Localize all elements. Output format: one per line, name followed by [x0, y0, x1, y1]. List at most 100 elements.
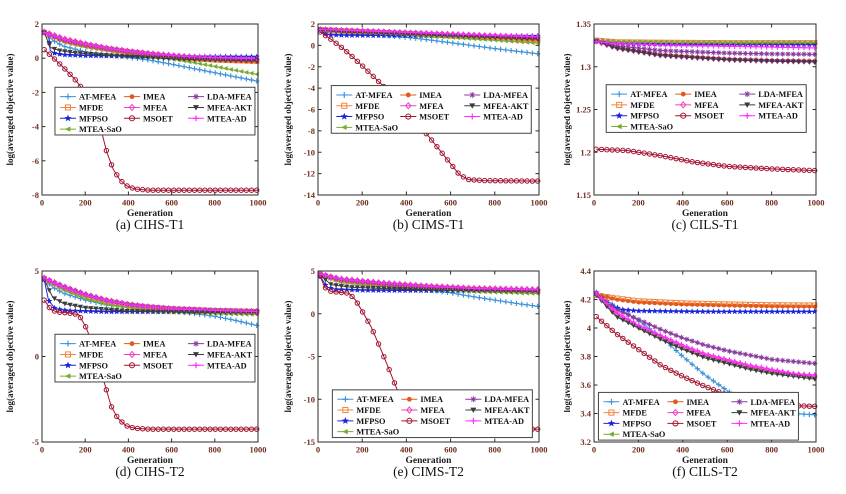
- circle-open-marker: [150, 187, 156, 193]
- circle-open-marker: [139, 186, 146, 193]
- star-marker: [46, 39, 53, 46]
- x-tick-label: 1000: [531, 445, 548, 455]
- y-tick-label: -10: [304, 147, 315, 157]
- x-tick-label: 200: [632, 198, 645, 208]
- x-tick-label: 600: [165, 445, 178, 455]
- legend-label: AT-MFEA: [356, 395, 393, 404]
- circle-open-marker: [202, 187, 208, 193]
- triangle-down-marker: [758, 58, 764, 64]
- triangle-down-marker: [806, 376, 812, 382]
- plus-marker: [248, 308, 255, 314]
- plus-marker: [636, 41, 642, 47]
- plus-marker: [598, 39, 605, 45]
- circle-filled-marker: [743, 303, 748, 308]
- plus-marker: [402, 282, 408, 288]
- triangle-down-marker: [57, 299, 63, 304]
- plus-marker: [192, 115, 199, 122]
- plus-marker: [62, 43, 68, 50]
- plus-marker: [673, 339, 679, 345]
- circle-open-marker: [405, 113, 412, 120]
- plus-marker: [657, 42, 663, 48]
- triangle-left-marker: [758, 40, 764, 45]
- circle-open-marker: [328, 288, 334, 294]
- star-marker: [699, 308, 706, 315]
- plus-marker: [609, 40, 615, 46]
- x-tick-label: 0: [316, 445, 320, 455]
- triangle-left-marker: [202, 62, 207, 67]
- triangle-down-marker: [114, 53, 120, 59]
- circle-open-marker: [253, 426, 260, 432]
- series-group: [593, 37, 818, 174]
- plus-marker: [716, 43, 722, 49]
- star-marker: [811, 308, 818, 315]
- star-marker: [726, 308, 733, 315]
- triangle-left-marker: [753, 40, 759, 45]
- plus-marker: [492, 286, 498, 292]
- triangle-down-marker: [625, 48, 631, 53]
- asterisk-marker: [748, 352, 754, 358]
- circle-open-marker: [72, 311, 78, 317]
- legend-label: MTEA-AD: [207, 114, 247, 123]
- triangle-left-marker: [726, 40, 732, 45]
- star-marker: [646, 307, 653, 314]
- triangle-down-marker: [769, 59, 775, 64]
- circle-filled-marker: [780, 304, 785, 309]
- circle-open-marker: [150, 426, 156, 432]
- x-axis-label: Generation: [127, 209, 174, 219]
- plus-marker: [466, 293, 472, 299]
- plus-marker: [176, 63, 182, 69]
- plus-marker: [769, 44, 775, 50]
- plus-marker: [476, 43, 482, 50]
- x-tick-label: 600: [444, 445, 457, 455]
- plus-marker: [62, 291, 68, 297]
- triangle-left-marker: [641, 39, 647, 45]
- circle-open-marker: [62, 309, 68, 316]
- circle-open-marker: [806, 403, 813, 409]
- asterisk-marker: [732, 349, 738, 355]
- circle-open-marker: [678, 156, 685, 163]
- triangle-left-marker: [197, 61, 202, 66]
- plus-marker: [223, 55, 229, 61]
- circle-open-marker: [662, 364, 669, 371]
- subplot-b: 0 200 400 600 800 1000 2 0 -2 -4 -6 -8 -10 -12 -14 Gene…: [282, 0, 564, 247]
- legend-box: [54, 86, 256, 136]
- triangle-left-marker: [228, 67, 233, 72]
- asterisk-marker: [689, 338, 695, 344]
- plus-marker: [801, 45, 807, 51]
- plus-marker: [806, 45, 812, 51]
- circle-open-marker: [641, 350, 647, 357]
- triangle-down-marker: [748, 367, 754, 373]
- triangle-down-marker: [67, 302, 73, 308]
- triangle-left-marker: [678, 39, 684, 45]
- plus-marker: [710, 353, 717, 359]
- triangle-down-marker: [742, 58, 749, 64]
- plus-marker: [428, 283, 435, 290]
- plus-marker: [476, 32, 482, 38]
- plus-marker: [801, 371, 807, 377]
- tick-marks: [317, 270, 540, 443]
- circle-open-marker: [790, 167, 797, 173]
- plus-marker: [710, 43, 717, 49]
- y-tick-label: 3.4: [580, 409, 591, 419]
- triangle-down-marker: [191, 310, 198, 315]
- circle-open-marker: [145, 187, 151, 193]
- plus-marker: [444, 39, 451, 45]
- circle-filled-marker: [785, 304, 791, 309]
- asterisk-marker: [801, 51, 807, 57]
- triangle-left-marker: [652, 39, 657, 45]
- asterisk-marker: [790, 51, 796, 57]
- x-tick-label: 400: [122, 445, 135, 455]
- triangle-down-marker: [124, 309, 130, 314]
- subplot-d: 0 200 400 600 800 1000 5 0 -5 Generation log(avera…: [0, 247, 282, 494]
- series-line: [595, 294, 817, 380]
- series-group: [593, 289, 818, 418]
- plus-marker: [519, 301, 525, 307]
- y-tick-label: -6: [308, 105, 315, 115]
- triangle-down-marker: [710, 358, 717, 363]
- star-marker: [61, 306, 68, 313]
- plus-marker: [604, 40, 610, 46]
- circle-open-marker: [636, 149, 642, 156]
- plus-marker: [492, 32, 498, 39]
- circle-open-marker: [191, 426, 198, 432]
